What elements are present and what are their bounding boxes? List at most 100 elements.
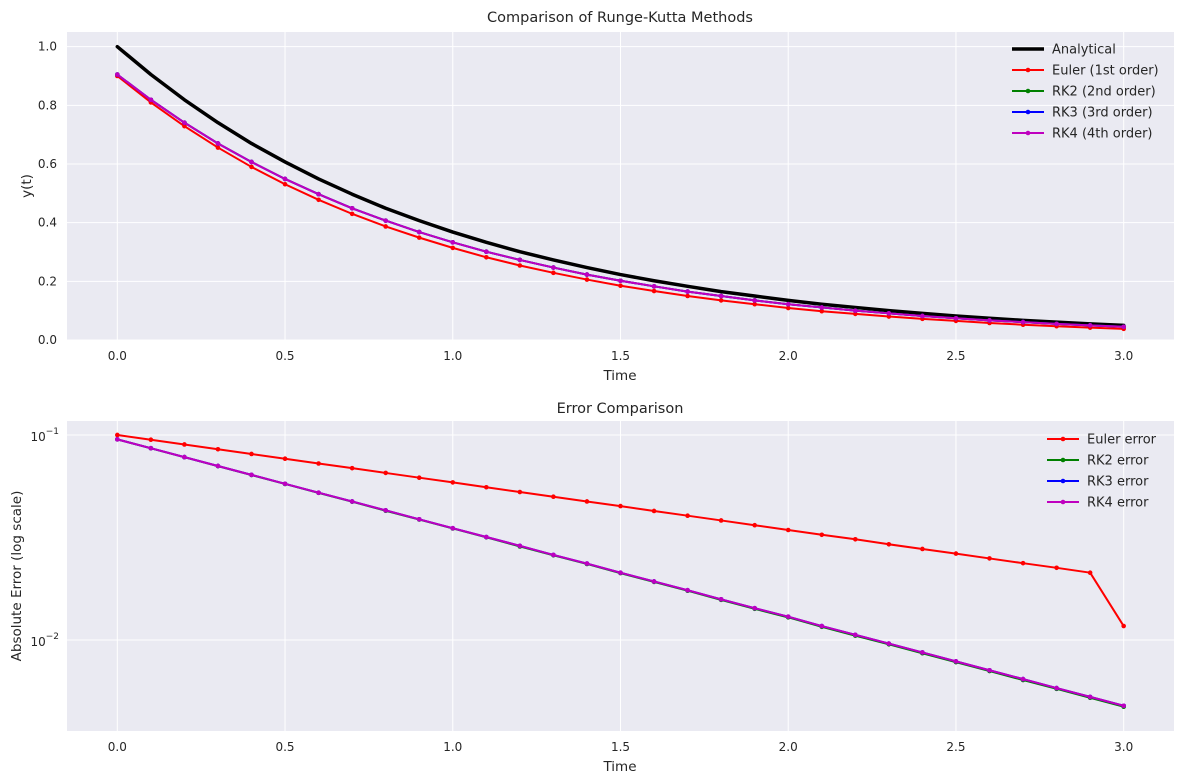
x-tick-label: 1.0: [443, 740, 462, 754]
data-point: [349, 499, 355, 504]
data-point: [819, 532, 825, 538]
data-point: [953, 551, 959, 556]
data-point: [484, 534, 489, 540]
data-point: [953, 315, 959, 321]
data-point: [584, 277, 590, 282]
data-point: [618, 570, 623, 575]
data-point: [987, 318, 992, 323]
series-euler-error: [115, 432, 1126, 629]
x-tick-label: 1.0: [443, 349, 462, 363]
data-point: [1054, 321, 1059, 327]
data-point: [853, 632, 858, 638]
data-point: [584, 272, 590, 277]
legend-marker: [1025, 130, 1031, 136]
data-point: [416, 229, 422, 235]
data-point: [282, 176, 288, 182]
legend: Euler error RK2 error RK3 error RK4 error: [1047, 433, 1157, 511]
data-point: [182, 442, 187, 447]
data-point: [1121, 623, 1126, 629]
data-point: [215, 463, 221, 469]
y-tick-label: 0.2: [38, 274, 57, 288]
data-point: [115, 432, 120, 438]
series-rk4-4th-order: [115, 72, 1126, 330]
y-axis-label: Absolute Error (log scale): [9, 491, 25, 662]
y-tick-labels: 10−1 10−2: [30, 427, 59, 649]
x-tick-labels: 0.0 0.5 1.0 1.5 2.0 2.5 3.0: [108, 349, 1133, 363]
data-point: [1121, 703, 1126, 709]
data-point: [718, 298, 724, 303]
data-point: [551, 552, 556, 558]
x-tick-label: 1.5: [611, 349, 630, 363]
data-point: [282, 181, 288, 187]
data-point: [115, 437, 120, 442]
data-point: [1020, 319, 1026, 325]
y-tick-labels: 0.0 0.2 0.4 0.6 0.8 1.0: [38, 40, 57, 347]
chart-error-comparison: Error Comparison 0.0 0.5 1.0 1.5 2.0 2.5 3.0 1…: [9, 401, 1174, 775]
data-point: [383, 224, 388, 229]
data-point: [819, 623, 825, 629]
data-point: [416, 516, 422, 522]
x-tick-label: 3.0: [1114, 349, 1133, 363]
legend-label: RK3 error: [1087, 475, 1149, 490]
data-point: [920, 313, 925, 319]
y-axis-label: y(t): [19, 174, 35, 198]
data-point: [752, 605, 757, 611]
data-point: [685, 293, 690, 299]
data-point: [316, 490, 321, 496]
data-point: [987, 556, 992, 561]
data-point: [383, 470, 388, 476]
data-point: [685, 289, 690, 294]
x-axis-label: Time: [602, 368, 636, 384]
data-point: [316, 461, 321, 466]
data-point: [1054, 685, 1059, 691]
legend-marker: [1060, 457, 1066, 463]
data-point: [517, 489, 523, 495]
data-point: [484, 254, 489, 260]
legend-label: RK2 error: [1087, 454, 1149, 469]
data-point: [584, 499, 590, 504]
data-point: [1054, 565, 1059, 571]
data-point: [1087, 323, 1093, 328]
data-point: [416, 475, 422, 480]
x-axis-label: Time: [602, 759, 636, 775]
data-point: [618, 283, 623, 289]
x-tick-label: 3.0: [1114, 740, 1133, 754]
legend-label: Euler (1st order): [1052, 64, 1159, 79]
chart-title: Error Comparison: [557, 401, 684, 417]
data-point: [148, 97, 154, 103]
data-point: [618, 503, 623, 509]
legend-marker: [1060, 499, 1066, 505]
data-point: [517, 263, 523, 268]
data-point: [349, 211, 355, 217]
legend-marker: [1025, 109, 1031, 115]
data-point: [752, 298, 757, 303]
data-point: [551, 265, 556, 270]
legend-marker: [1060, 478, 1066, 484]
data-point: [349, 465, 355, 471]
data-point: [215, 145, 221, 150]
data-point: [182, 454, 187, 460]
data-point: [282, 456, 288, 462]
legend-label: RK3 (3rd order): [1052, 106, 1153, 121]
data-point: [517, 543, 523, 549]
data-point: [819, 308, 825, 314]
data-point: [517, 257, 523, 263]
series-rk4-error: [115, 437, 1126, 709]
data-point: [651, 508, 657, 514]
data-point: [853, 311, 858, 317]
legend-label: Analytical: [1052, 43, 1116, 58]
grid-lines: [67, 421, 1174, 731]
data-point: [718, 518, 724, 523]
chart-runge-kutta: Comparison of Runge-Kutta Methods 0.0 0.5…: [19, 10, 1174, 384]
legend-label: RK2 (2nd order): [1052, 85, 1156, 100]
data-point: [450, 245, 456, 251]
data-point: [484, 249, 489, 255]
data-point: [1087, 570, 1093, 575]
data-point: [215, 141, 221, 146]
data-point: [282, 481, 288, 487]
data-point: [886, 311, 892, 316]
data-point: [853, 308, 858, 313]
legend-label: Euler error: [1087, 433, 1157, 448]
series-lines: [115, 432, 1126, 709]
data-point: [886, 641, 892, 646]
